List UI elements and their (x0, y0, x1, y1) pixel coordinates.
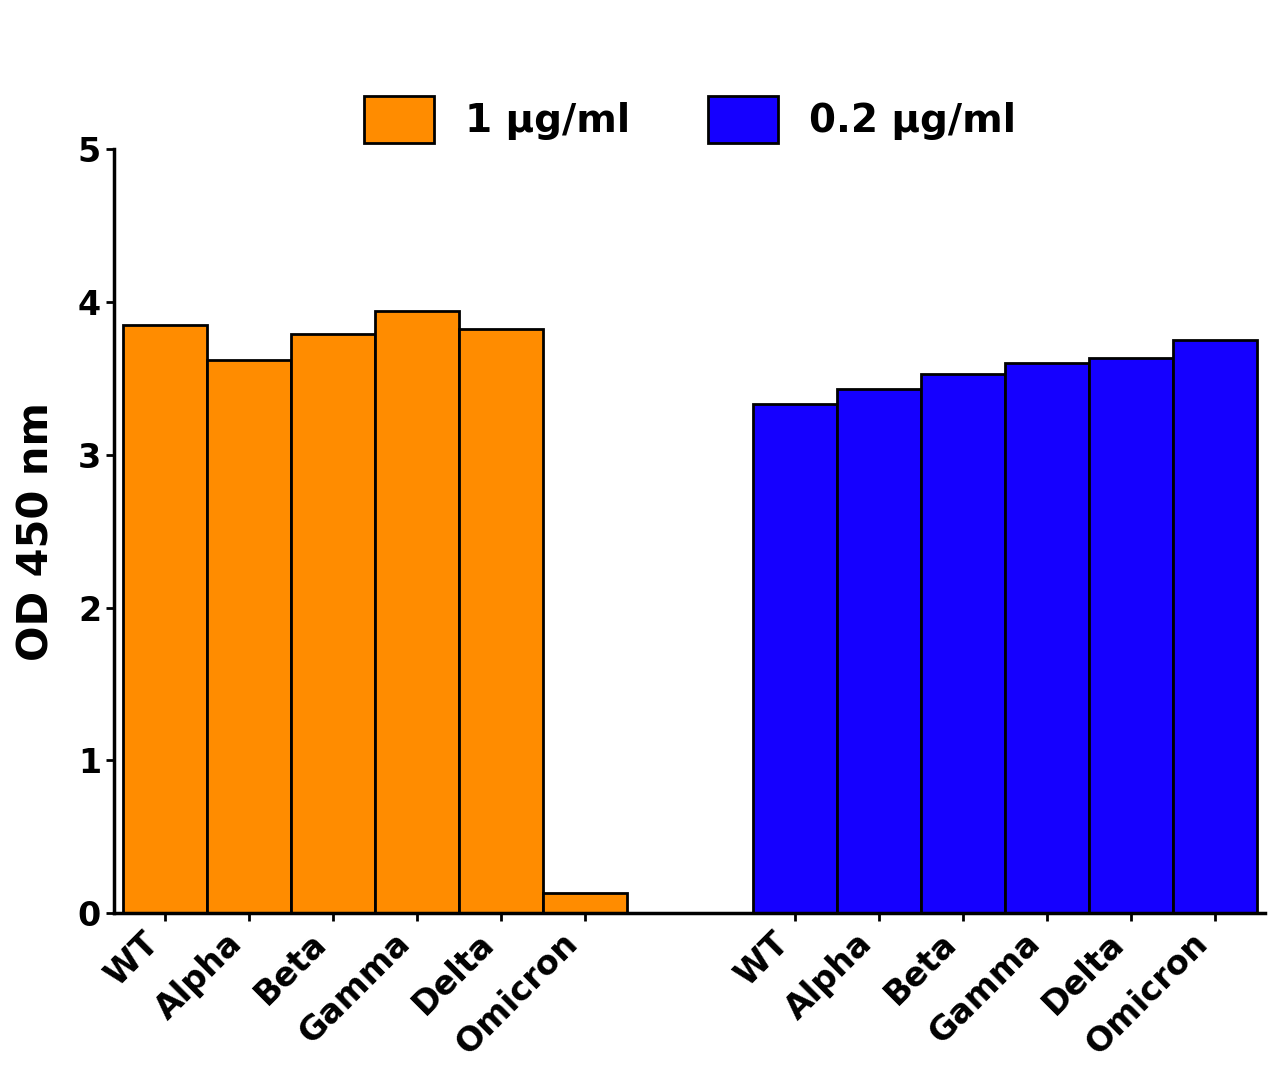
Bar (458, 329, 543, 914)
Bar (291, 334, 375, 914)
Bar (920, 373, 1005, 914)
Bar (123, 325, 206, 914)
Legend: 1 μg/ml, 0.2 μg/ml: 1 μg/ml, 0.2 μg/ml (344, 76, 1036, 162)
Bar (1088, 358, 1172, 914)
Bar (206, 359, 291, 914)
Bar (375, 311, 458, 914)
Bar (543, 893, 627, 914)
Y-axis label: OD 450 nm: OD 450 nm (15, 401, 58, 661)
Bar (753, 405, 837, 914)
Bar (1172, 340, 1257, 914)
Bar (1005, 363, 1088, 914)
Bar (837, 388, 920, 914)
